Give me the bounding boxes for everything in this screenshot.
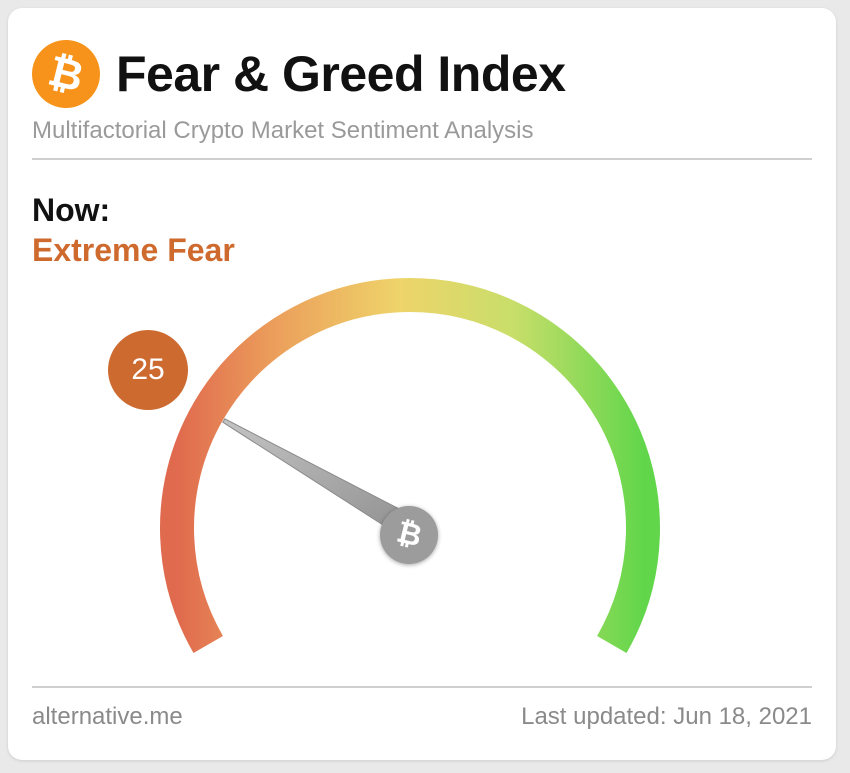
divider xyxy=(32,158,812,160)
page-title: Fear & Greed Index xyxy=(116,46,566,102)
divider xyxy=(32,686,812,688)
now-label: Now: xyxy=(32,192,111,228)
sentiment-status: Extreme Fear xyxy=(32,232,235,268)
index-value-badge: 25 xyxy=(108,330,188,410)
gauge-hub-bitcoin-icon: ₿ xyxy=(380,506,438,564)
subtitle: Multifactorial Crypto Market Sentiment A… xyxy=(32,117,534,144)
source-link[interactable]: alternative.me xyxy=(32,703,183,730)
fear-greed-widget: ₿ Fear & Greed Index Multifactorial Cryp… xyxy=(8,8,836,760)
last-updated: Last updated: Jun 18, 2021 xyxy=(521,703,812,730)
gauge-arc xyxy=(160,278,660,653)
